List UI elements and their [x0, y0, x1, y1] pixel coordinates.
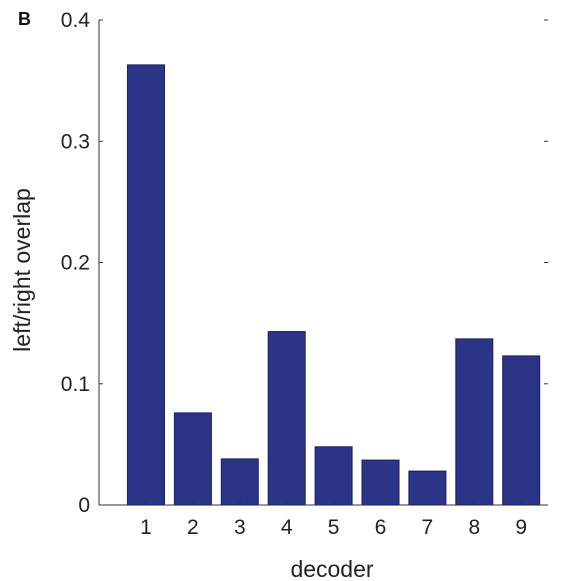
x-tick-label: 1: [140, 516, 152, 539]
x-tick-label: 5: [328, 516, 340, 539]
bar-8: [455, 338, 494, 506]
x-tick-label: 6: [375, 516, 387, 539]
x-tick-label: 2: [187, 516, 199, 539]
bar-6: [361, 459, 400, 506]
x-ticks-group: 1 2 3 4 5 6 7 8 9: [140, 501, 527, 539]
y-tick-label: 0.3: [61, 130, 90, 153]
x-axis-label: decoder: [290, 556, 373, 581]
y-tick-label: 0: [78, 494, 90, 517]
y-axis-label: left/right overlap: [9, 188, 35, 352]
bar-7: [408, 470, 447, 506]
y-tick-label: 0.4: [61, 9, 91, 32]
x-tick-label: 4: [281, 516, 293, 539]
y-tick-label: 0.2: [61, 252, 90, 275]
x-tick-label: 8: [468, 516, 480, 539]
x-tick-label: 7: [422, 516, 434, 539]
panel-label: B: [18, 9, 31, 29]
bar-2: [173, 412, 212, 506]
bar-1: [127, 64, 165, 506]
y-ticks-group: 0 0.1 0.2 0.3 0.4: [61, 9, 548, 517]
bar-5: [314, 446, 353, 506]
bar-9: [502, 355, 541, 506]
bar-4: [267, 331, 306, 506]
bar-3: [220, 458, 259, 506]
plot-area: 0 0.1 0.2 0.3 0.4 1 2 3 4 5 6 7 8 9: [61, 9, 548, 539]
x-tick-label: 3: [234, 516, 246, 539]
x-tick-label: 9: [515, 516, 527, 539]
y-tick-label: 0.1: [61, 373, 90, 396]
bars-group: [127, 64, 541, 506]
